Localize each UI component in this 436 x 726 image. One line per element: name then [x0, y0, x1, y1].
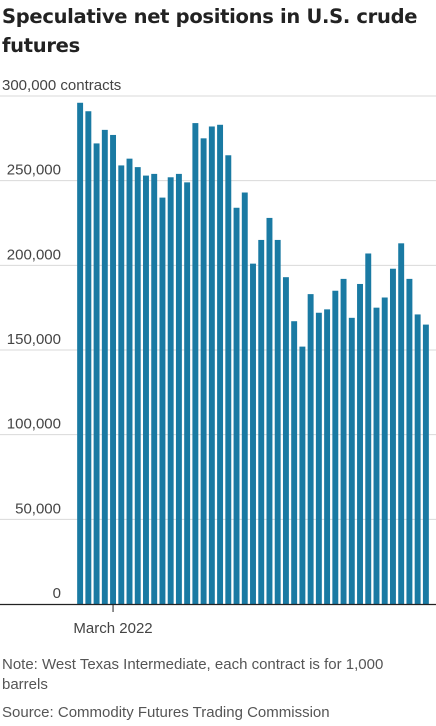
- bar: [184, 182, 191, 605]
- bar: [159, 197, 166, 604]
- chart-note: Note: West Texas Intermediate, each cont…: [2, 656, 384, 693]
- bar: [101, 129, 108, 604]
- bar: [225, 155, 232, 604]
- bar: [85, 111, 92, 605]
- y-tick-label: 0: [53, 585, 61, 602]
- bar: [299, 346, 306, 604]
- bar: [250, 263, 256, 604]
- bar: [192, 123, 199, 605]
- bar: [110, 134, 117, 605]
- y-tick-label: 250,000: [7, 162, 61, 179]
- bar: [340, 278, 347, 604]
- bar: [324, 309, 331, 604]
- bar-chart: 0 50,000 100,000 150,000 200,000 250,000 300,0…: [0, 77, 436, 637]
- bar: [398, 243, 405, 604]
- bar: [282, 277, 289, 604]
- x-tick-label: March 2022: [73, 620, 152, 637]
- bar: [348, 317, 355, 604]
- bar: [93, 143, 100, 604]
- bar: [381, 297, 388, 604]
- bar: [200, 138, 207, 605]
- bar: [332, 290, 339, 604]
- bar: [291, 321, 298, 604]
- bar: [307, 294, 314, 604]
- y-tick-label: 100,000: [7, 416, 61, 433]
- bar: [233, 207, 240, 604]
- bar: [151, 173, 158, 605]
- bar: [357, 283, 363, 604]
- tick-labels: 0 50,000 100,000 150,000 200,000 250,000 300,0…: [2, 77, 153, 637]
- bar: [126, 158, 133, 605]
- bar: [274, 239, 281, 604]
- bar: [118, 165, 125, 604]
- y-tick-label: 300,000 contracts: [2, 77, 121, 94]
- y-tick-label: 200,000: [7, 246, 61, 263]
- bar: [143, 175, 149, 604]
- bar: [373, 307, 380, 604]
- bars: [77, 102, 429, 605]
- bar: [315, 312, 322, 604]
- bar: [175, 173, 182, 605]
- bar: [266, 217, 273, 605]
- bar: [406, 278, 413, 604]
- bar: [77, 102, 84, 605]
- bar: [167, 177, 174, 604]
- chart-title: Speculative net positions in U.S. crude …: [2, 5, 418, 57]
- bar: [258, 239, 265, 604]
- bar: [389, 268, 396, 604]
- bar: [134, 167, 141, 604]
- bar: [208, 126, 215, 604]
- bar: [241, 192, 248, 604]
- bar: [365, 253, 372, 605]
- bar: [217, 124, 224, 604]
- chart-source: Source: Commodity Futures Trading Commis…: [2, 704, 330, 721]
- y-tick-label: 150,000: [7, 331, 61, 348]
- y-tick-label: 50,000: [15, 500, 61, 517]
- bar: [414, 314, 421, 604]
- bar: [422, 324, 429, 604]
- axes: [0, 603, 436, 612]
